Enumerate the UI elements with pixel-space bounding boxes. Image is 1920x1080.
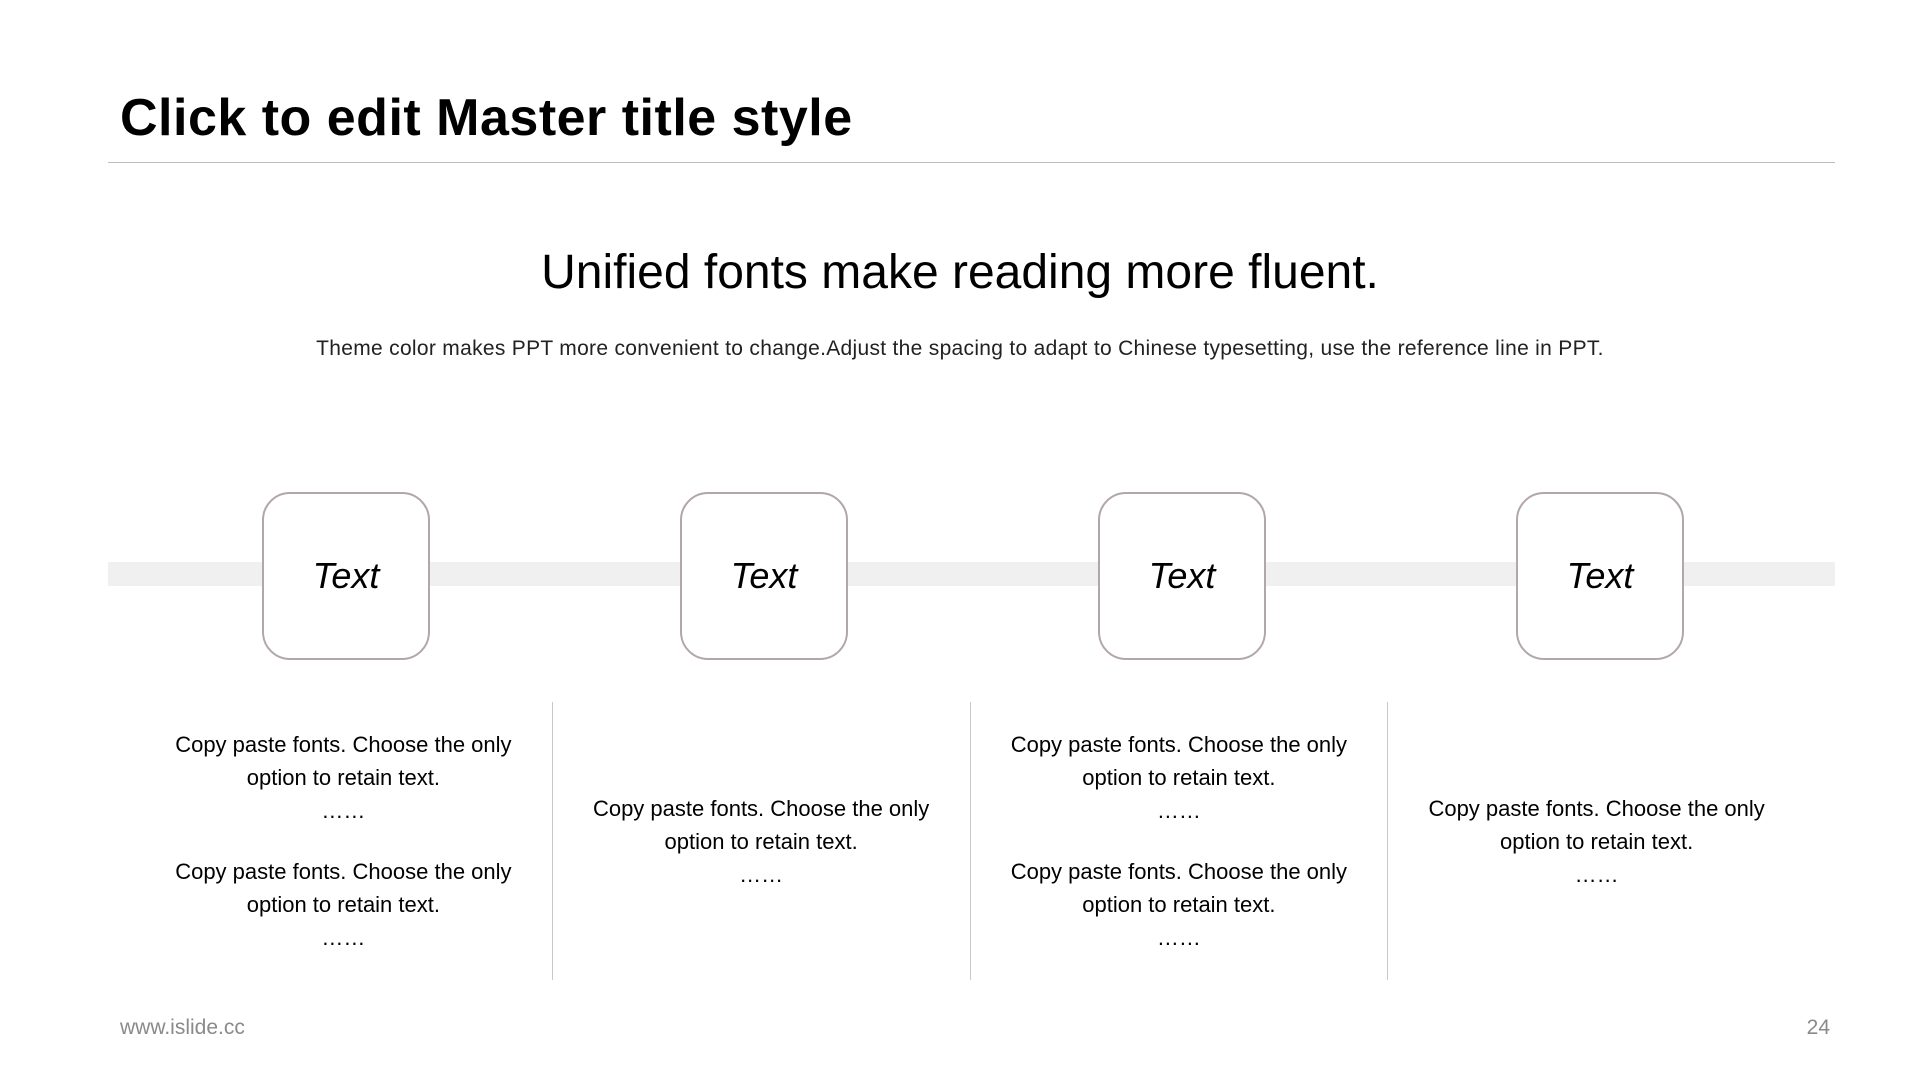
column-dots: …… <box>321 921 365 954</box>
column-text: Copy paste fonts. Choose the only option… <box>165 728 522 794</box>
slide-heading[interactable]: Unified fonts make reading more fluent. <box>0 245 1920 300</box>
timeline-node-label: Text <box>731 555 798 597</box>
column-2[interactable]: Copy paste fonts. Choose the only option… <box>552 702 970 980</box>
timeline-node-label: Text <box>1567 555 1634 597</box>
timeline-node-label: Text <box>313 555 380 597</box>
timeline-node-4[interactable]: Text <box>1516 492 1684 660</box>
column-text: Copy paste fonts. Choose the only option… <box>1418 792 1775 858</box>
text-columns: Copy paste fonts. Choose the only option… <box>135 702 1805 980</box>
slide: Click to edit Master title style Unified… <box>0 0 1920 1080</box>
column-dots: …… <box>739 858 783 891</box>
page-number: 24 <box>1807 1016 1830 1040</box>
column-dots: …… <box>1157 921 1201 954</box>
column-4[interactable]: Copy paste fonts. Choose the only option… <box>1387 702 1805 980</box>
column-dots: …… <box>1575 858 1619 891</box>
master-title[interactable]: Click to edit Master title style <box>120 88 853 148</box>
timeline-node-1[interactable]: Text <box>262 492 430 660</box>
slide-subheading[interactable]: Theme color makes PPT more convenient to… <box>0 337 1920 361</box>
column-text: Copy paste fonts. Choose the only option… <box>583 792 940 858</box>
footer-url: www.islide.cc <box>120 1016 245 1040</box>
timeline-node-label: Text <box>1149 555 1216 597</box>
timeline-node-3[interactable]: Text <box>1098 492 1266 660</box>
column-dots: …… <box>321 794 365 827</box>
timeline-node-2[interactable]: Text <box>680 492 848 660</box>
column-3[interactable]: Copy paste fonts. Choose the only option… <box>970 702 1388 980</box>
column-text: Copy paste fonts. Choose the only option… <box>165 855 522 921</box>
column-dots: …… <box>1157 794 1201 827</box>
column-text: Copy paste fonts. Choose the only option… <box>1001 855 1358 921</box>
column-text: Copy paste fonts. Choose the only option… <box>1001 728 1358 794</box>
title-underline <box>108 162 1835 163</box>
column-1[interactable]: Copy paste fonts. Choose the only option… <box>135 702 552 980</box>
